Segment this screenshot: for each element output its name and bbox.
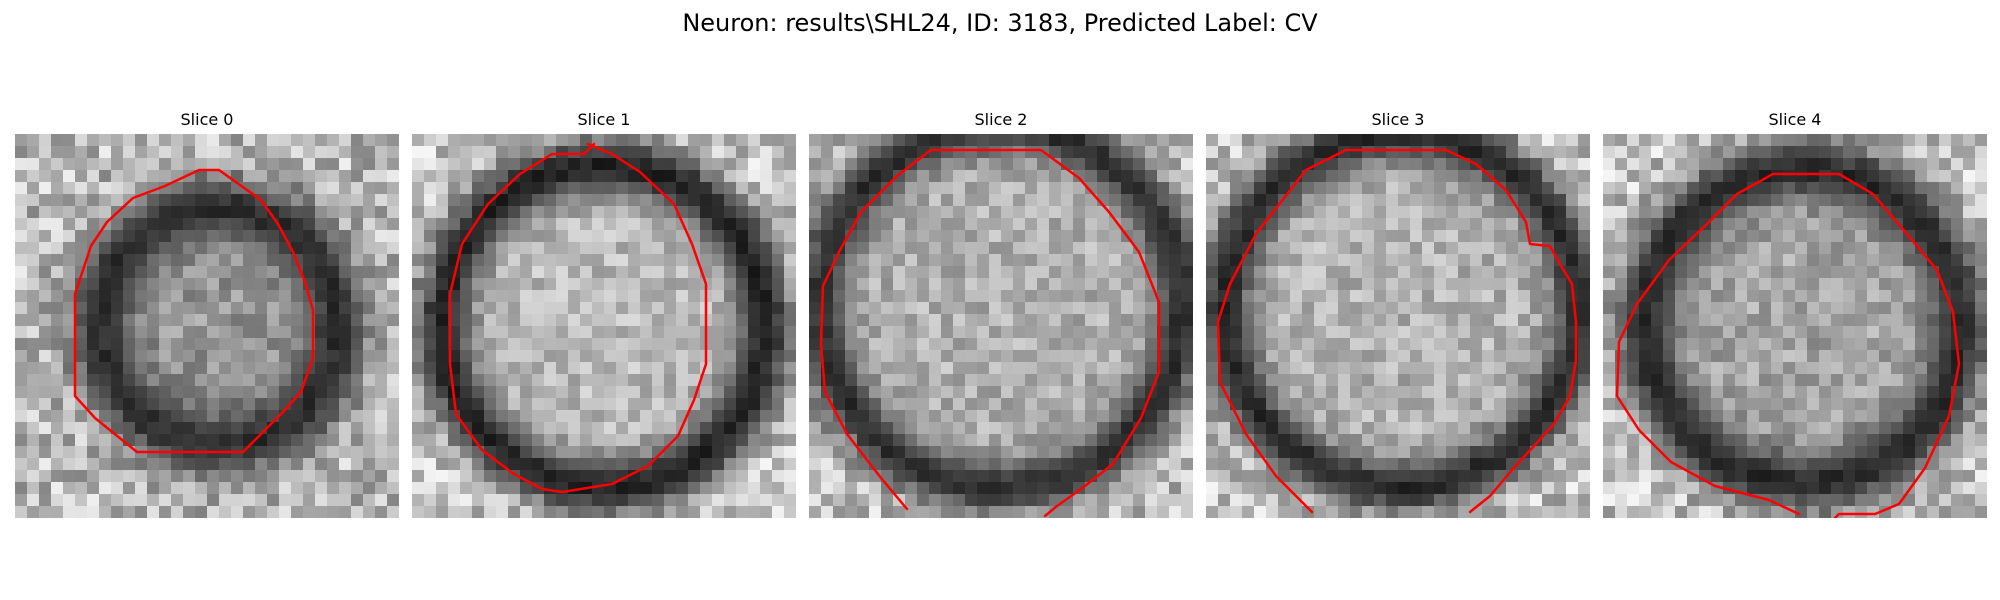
segmentation-outline bbox=[819, 148, 1161, 518]
slice-title: Slice 1 bbox=[577, 110, 631, 129]
figure-title: Neuron: results\SHL24, ID: 3183, Predict… bbox=[682, 9, 1318, 37]
segmentation-outline bbox=[448, 142, 708, 494]
segmentation-outline bbox=[1216, 148, 1578, 514]
slice-image bbox=[412, 134, 796, 518]
slice-title: Slice 4 bbox=[1768, 110, 1822, 129]
slice-image bbox=[1206, 134, 1590, 518]
slice-image bbox=[1603, 134, 1987, 518]
slice-title: Slice 2 bbox=[974, 110, 1028, 129]
slice-title: Slice 3 bbox=[1371, 110, 1425, 129]
slice-image bbox=[15, 134, 399, 518]
segmentation-outline bbox=[73, 168, 315, 454]
segmentation-outline bbox=[1615, 172, 1961, 518]
slice-title: Slice 0 bbox=[180, 110, 234, 129]
slice-image bbox=[809, 134, 1193, 518]
